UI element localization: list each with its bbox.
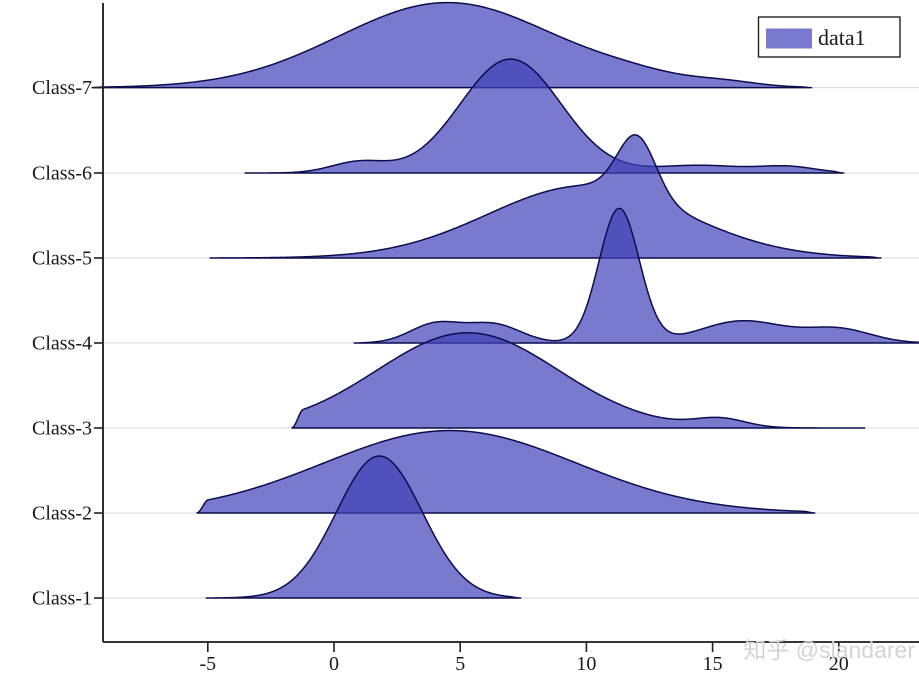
svg-text:-5: -5	[199, 653, 216, 675]
svg-text:5: 5	[455, 653, 465, 675]
svg-text:Class-4: Class-4	[32, 333, 92, 355]
svg-text:Class-3: Class-3	[32, 418, 92, 440]
svg-text:Class-5: Class-5	[32, 248, 92, 270]
svg-text:15: 15	[703, 653, 723, 675]
svg-text:data1: data1	[818, 25, 866, 50]
svg-text:0: 0	[329, 653, 339, 675]
svg-text:10: 10	[576, 653, 596, 675]
svg-text:知乎 @slandarer: 知乎 @slandarer	[743, 637, 915, 663]
svg-text:Class-6: Class-6	[32, 163, 92, 185]
svg-text:Class-7: Class-7	[32, 77, 92, 99]
svg-text:Class-2: Class-2	[32, 503, 92, 525]
svg-text:Class-1: Class-1	[32, 588, 92, 610]
